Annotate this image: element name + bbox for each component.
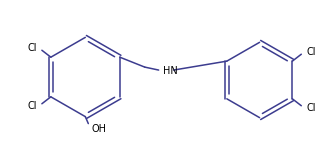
Text: Cl: Cl [27,43,37,53]
Text: Cl: Cl [27,101,37,111]
Text: OH: OH [91,124,106,134]
Text: Cl: Cl [307,103,316,113]
Text: HN: HN [163,66,177,76]
Text: Cl: Cl [307,47,316,57]
